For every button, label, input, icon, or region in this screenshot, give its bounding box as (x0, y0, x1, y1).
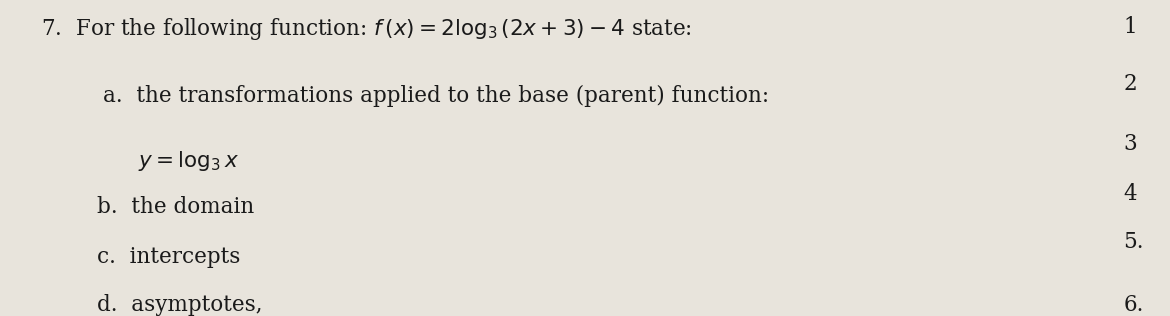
Text: c.  intercepts: c. intercepts (97, 246, 241, 269)
Text: b.  the domain: b. the domain (97, 196, 254, 218)
Text: 5.: 5. (1123, 231, 1144, 253)
Text: a.  the transformations applied to the base (parent) function:: a. the transformations applied to the ba… (103, 85, 769, 107)
Text: 7.  For the following function: $f\,(x) = 2\log_3(2x + 3) - 4$ state:: 7. For the following function: $f\,(x) =… (41, 16, 691, 42)
Text: 1: 1 (1123, 16, 1137, 38)
Text: 6.: 6. (1123, 294, 1143, 316)
Text: d.  asymptotes,: d. asymptotes, (97, 294, 262, 316)
Text: 3: 3 (1123, 133, 1137, 155)
Text: 2: 2 (1123, 73, 1137, 95)
Text: 4: 4 (1123, 183, 1137, 205)
Text: $y = \log_3 x$: $y = \log_3 x$ (138, 149, 239, 173)
